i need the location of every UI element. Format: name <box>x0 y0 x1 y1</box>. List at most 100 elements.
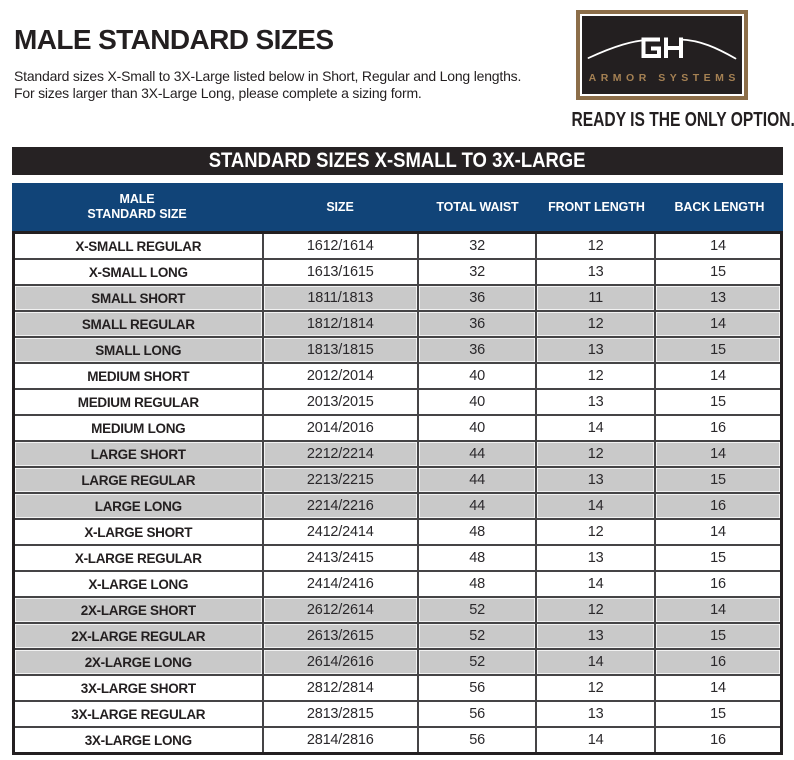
cell-front-length: 13 <box>535 622 656 650</box>
cell-size-code: 1813/1815 <box>261 336 419 364</box>
cell-size-label: 2X-LARGE LONG <box>12 648 264 676</box>
cell-back-length: 14 <box>653 518 783 546</box>
cell-back-length: 15 <box>653 258 783 286</box>
table-row: SMALL REGULAR 1812/1814 36 12 14 <box>12 310 783 338</box>
cell-total-waist: 44 <box>416 492 538 520</box>
cell-size-label: SMALL REGULAR <box>12 310 264 338</box>
cell-size-code: 2814/2816 <box>261 726 419 755</box>
header-cell-size: SIZE <box>262 183 418 231</box>
cell-front-length: 12 <box>535 362 656 390</box>
header-male-line1: MALE <box>119 192 155 206</box>
page-title: MALE STANDARD SIZES <box>14 24 334 55</box>
cell-size-label: X-LARGE REGULAR <box>12 544 264 572</box>
table-row: X-LARGE LONG 2414/2416 48 14 16 <box>12 570 783 598</box>
cell-size-code: 1613/1615 <box>261 258 419 286</box>
cell-size-code: 2014/2016 <box>261 414 419 442</box>
cell-total-waist: 40 <box>416 362 538 390</box>
cell-back-length: 14 <box>653 440 783 468</box>
cell-size-code: 2212/2214 <box>261 440 419 468</box>
table-title-band-text: STANDARD SIZES X-SMALL TO 3X-LARGE <box>209 149 586 172</box>
cell-size-code: 1812/1814 <box>261 310 419 338</box>
cell-back-length: 13 <box>653 284 783 312</box>
cell-total-waist: 56 <box>416 674 538 702</box>
cell-back-length: 15 <box>653 700 783 728</box>
header-total-waist-text: TOTAL WAIST <box>436 199 519 214</box>
cell-size-code: 2412/2414 <box>261 518 419 546</box>
table-row: 3X-LARGE REGULAR 2813/2815 56 13 15 <box>12 700 783 728</box>
cell-front-length: 13 <box>535 466 656 494</box>
cell-back-length: 14 <box>653 674 783 702</box>
table-row: X-LARGE REGULAR 2413/2415 48 13 15 <box>12 544 783 572</box>
cell-size-label: MEDIUM SHORT <box>12 362 264 390</box>
cell-front-length: 14 <box>535 570 656 598</box>
page-subtitle-line2: For sizes larger than 3X-Large Long, ple… <box>14 84 422 101</box>
cell-front-length: 13 <box>535 700 656 728</box>
cell-size-label: MEDIUM REGULAR <box>12 388 264 416</box>
cell-back-length: 15 <box>653 388 783 416</box>
cell-size-label: 2X-LARGE SHORT <box>12 596 264 624</box>
cell-size-code: 2612/2614 <box>261 596 419 624</box>
cell-total-waist: 52 <box>416 596 538 624</box>
page-subtitle-line1: Standard sizes X-Small to 3X-Large liste… <box>14 68 522 84</box>
table-row: LARGE SHORT 2212/2214 44 12 14 <box>12 440 783 468</box>
cell-front-length: 13 <box>535 544 656 572</box>
cell-front-length: 13 <box>535 258 656 286</box>
header-cell-back-length: BACK LENGTH <box>656 183 783 231</box>
cell-front-length: 14 <box>535 726 656 755</box>
table-row: 2X-LARGE SHORT 2612/2614 52 12 14 <box>12 596 783 624</box>
cell-front-length: 12 <box>535 518 656 546</box>
header-cell-total-waist: TOTAL WAIST <box>418 183 537 231</box>
cell-size-code: 2613/2615 <box>261 622 419 650</box>
table-row: 2X-LARGE REGULAR 2613/2615 52 13 15 <box>12 622 783 650</box>
table-row: SMALL SHORT 1811/1813 36 11 13 <box>12 284 783 312</box>
cell-size-code: 2213/2215 <box>261 466 419 494</box>
cell-total-waist: 52 <box>416 648 538 676</box>
cell-size-label: X-LARGE SHORT <box>12 518 264 546</box>
table-row: SMALL LONG 1813/1815 36 13 15 <box>12 336 783 364</box>
cell-total-waist: 52 <box>416 622 538 650</box>
cell-front-length: 11 <box>535 284 656 312</box>
cell-front-length: 12 <box>535 596 656 624</box>
cell-back-length: 15 <box>653 466 783 494</box>
cell-total-waist: 56 <box>416 726 538 755</box>
cell-back-length: 15 <box>653 336 783 364</box>
header-front-length-text: FRONT LENGTH <box>548 199 645 214</box>
table-row: X-LARGE SHORT 2412/2414 48 12 14 <box>12 518 783 546</box>
cell-size-label: 2X-LARGE REGULAR <box>12 622 264 650</box>
cell-total-waist: 48 <box>416 570 538 598</box>
table-row: LARGE REGULAR 2213/2215 44 13 15 <box>12 466 783 494</box>
header-cell-front-length: FRONT LENGTH <box>537 183 656 231</box>
cell-size-label: LARGE LONG <box>12 492 264 520</box>
size-table-body: X-SMALL REGULAR 1612/1614 32 12 14 X-SMA… <box>12 231 783 755</box>
cell-total-waist: 48 <box>416 544 538 572</box>
cell-front-length: 12 <box>535 440 656 468</box>
cell-back-length: 16 <box>653 414 783 442</box>
cell-size-label: 3X-LARGE LONG <box>12 726 264 755</box>
cell-size-label: X-SMALL REGULAR <box>12 231 264 260</box>
table-row: 3X-LARGE SHORT 2812/2814 56 12 14 <box>12 674 783 702</box>
cell-total-waist: 56 <box>416 700 538 728</box>
table-row: 2X-LARGE LONG 2614/2616 52 14 16 <box>12 648 783 676</box>
header-cell-male-standard-size: MALE STANDARD SIZE <box>12 183 262 231</box>
title-block: MALE STANDARD SIZES Standard sizes X-Sma… <box>14 24 534 101</box>
cell-back-length: 15 <box>653 622 783 650</box>
gh-armor-logo-inner: ARMOR SYSTEMS <box>580 14 744 96</box>
cell-front-length: 12 <box>535 231 656 260</box>
cell-back-length: 16 <box>653 648 783 676</box>
size-table: X-SMALL REGULAR 1612/1614 32 12 14 X-SMA… <box>12 231 783 755</box>
brand-tagline: READY IS THE ONLY OPTION. <box>540 109 794 132</box>
header-back-length-text: BACK LENGTH <box>674 199 765 214</box>
cell-size-label: LARGE SHORT <box>12 440 264 468</box>
cell-size-code: 2812/2814 <box>261 674 419 702</box>
cell-size-label: 3X-LARGE REGULAR <box>12 700 264 728</box>
cell-front-length: 12 <box>535 674 656 702</box>
table-row: X-SMALL LONG 1613/1615 32 13 15 <box>12 258 783 286</box>
cell-front-length: 14 <box>535 492 656 520</box>
cell-size-label: LARGE REGULAR <box>12 466 264 494</box>
cell-back-length: 14 <box>653 231 783 260</box>
table-row: MEDIUM REGULAR 2013/2015 40 13 15 <box>12 388 783 416</box>
cell-front-length: 13 <box>535 388 656 416</box>
cell-size-code: 2214/2216 <box>261 492 419 520</box>
cell-size-code: 2614/2616 <box>261 648 419 676</box>
